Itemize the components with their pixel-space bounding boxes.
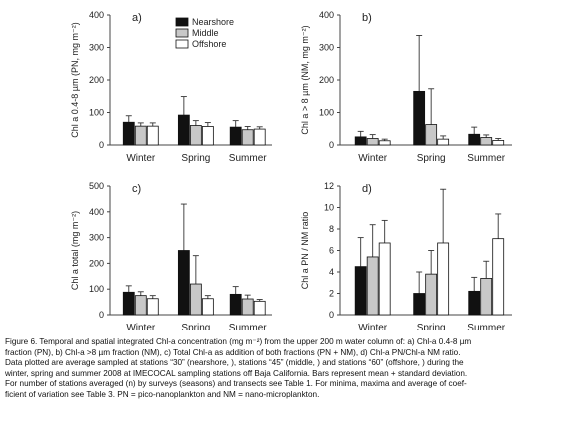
y-tick-label: 500 bbox=[89, 181, 104, 191]
y-tick-label: 2 bbox=[329, 289, 334, 299]
bar-middle bbox=[480, 137, 493, 146]
bar-middle bbox=[425, 124, 438, 146]
y-tick-label: 300 bbox=[89, 43, 104, 53]
legend-label: Offshore bbox=[192, 39, 226, 49]
y-tick-label: 200 bbox=[89, 75, 104, 85]
y-tick-label: 4 bbox=[329, 267, 334, 277]
bar-nearshore bbox=[413, 293, 426, 316]
bar-offshore bbox=[253, 128, 266, 146]
y-axis-label: Chl a > 8 µm (NM, mg m⁻²) bbox=[300, 25, 310, 134]
x-category-label: Winter bbox=[126, 153, 156, 164]
bar-nearshore bbox=[122, 121, 135, 146]
y-tick-label: 300 bbox=[319, 43, 334, 53]
bar-middle bbox=[425, 273, 438, 316]
chart-panel-b: 0 100 200 300 400 Chl a > 8 µm (NM, mg m⁻²) b)… bbox=[300, 10, 512, 164]
caption-line: Figure 6. Temporal and spatial integrate… bbox=[5, 337, 472, 346]
y-axis-label: Chl a total (mg m⁻²) bbox=[70, 211, 80, 290]
y-tick-label: 100 bbox=[89, 284, 104, 294]
bar-nearshore bbox=[229, 293, 242, 316]
panel-label: a) bbox=[132, 12, 142, 24]
legend-swatch bbox=[175, 17, 189, 27]
y-tick-label: 400 bbox=[89, 10, 104, 20]
bar-middle bbox=[189, 283, 202, 316]
chart-panel-a: 0 100 200 300 400 Chl a 0.4-8 µm (PN, mg m⁻²)… bbox=[70, 10, 272, 164]
bar-middle bbox=[366, 256, 379, 316]
caption-line: fraction (PN), b) Chl-a >8 µm fraction (… bbox=[5, 347, 461, 357]
y-axis-label: Chl a 0.4-8 µm (PN, mg m⁻²) bbox=[70, 22, 80, 137]
x-category-label: Summer bbox=[467, 323, 505, 330]
bar-nearshore bbox=[177, 114, 190, 146]
bar-offshore bbox=[437, 242, 450, 316]
caption-line: For number of stations averaged (n) by s… bbox=[5, 379, 467, 388]
x-category-label: Summer bbox=[229, 323, 267, 330]
y-tick-label: 400 bbox=[89, 207, 104, 217]
bar-offshore bbox=[201, 298, 214, 316]
bar-nearshore bbox=[354, 136, 367, 146]
bar-offshore bbox=[437, 138, 450, 146]
legend-label: Middle bbox=[192, 28, 219, 38]
bar-middle bbox=[366, 138, 379, 146]
x-category-label: Spring bbox=[181, 153, 210, 164]
y-tick-label: 0 bbox=[329, 310, 334, 320]
y-tick-label: 100 bbox=[319, 108, 334, 118]
y-tick-label: 0 bbox=[99, 140, 104, 150]
y-tick-label: 0 bbox=[99, 310, 104, 320]
bar-middle bbox=[189, 125, 202, 146]
bar-offshore bbox=[146, 298, 159, 316]
y-tick-label: 300 bbox=[89, 233, 104, 243]
x-category-label: Winter bbox=[126, 323, 156, 330]
bar-offshore bbox=[378, 242, 391, 316]
x-category-label: Spring bbox=[181, 323, 210, 330]
bar-middle bbox=[241, 298, 254, 316]
legend-swatch bbox=[175, 39, 189, 49]
y-tick-label: 200 bbox=[319, 75, 334, 85]
bar-nearshore bbox=[229, 126, 242, 146]
chart-panel-c: 0 100 200 300 400 500 Chl a total (mg m⁻²) c) Wi… bbox=[70, 181, 272, 330]
bar-nearshore bbox=[468, 290, 481, 316]
bar-offshore bbox=[492, 238, 505, 316]
legend-swatch bbox=[175, 28, 189, 38]
caption-line: ficient of variation see Table 3. PN = p… bbox=[5, 389, 320, 399]
bar-offshore bbox=[253, 300, 266, 316]
y-tick-label: 100 bbox=[89, 108, 104, 118]
bar-offshore bbox=[201, 126, 214, 146]
y-tick-label: 200 bbox=[89, 258, 104, 268]
caption-line: Data plotted are average sampled at stat… bbox=[5, 358, 464, 367]
bar-nearshore bbox=[354, 266, 367, 316]
bar-nearshore bbox=[468, 133, 481, 146]
legend-label: Nearshore bbox=[192, 17, 234, 27]
bar-middle bbox=[480, 278, 493, 316]
bar-nearshore bbox=[122, 291, 135, 316]
chart-panel-d: 0 2 4 6 8 10 12 Chl a PN / NM ratio d) Winter Spri… bbox=[300, 181, 512, 330]
y-axis-label: Chl a PN / NM ratio bbox=[300, 212, 310, 290]
bar-nearshore bbox=[413, 90, 426, 146]
x-category-label: Summer bbox=[467, 153, 505, 164]
bar-middle bbox=[241, 129, 254, 146]
x-category-label: Spring bbox=[417, 153, 446, 164]
panel-label: d) bbox=[362, 183, 372, 195]
x-category-label: Spring bbox=[417, 323, 446, 330]
y-tick-label: 6 bbox=[329, 246, 334, 256]
figure-caption: Figure 6. Temporal and spatial integrate… bbox=[5, 337, 557, 400]
y-tick-label: 12 bbox=[324, 181, 334, 191]
x-category-label: Winter bbox=[358, 323, 388, 330]
bar-offshore bbox=[378, 140, 391, 146]
y-tick-label: 8 bbox=[329, 224, 334, 234]
panel-label: b) bbox=[362, 12, 372, 24]
bar-middle bbox=[134, 295, 147, 316]
panel-label: c) bbox=[132, 183, 141, 195]
y-tick-label: 0 bbox=[329, 140, 334, 150]
x-category-label: Winter bbox=[358, 153, 388, 164]
y-tick-label: 400 bbox=[319, 10, 334, 20]
bar-nearshore bbox=[177, 250, 190, 316]
bar-offshore bbox=[492, 140, 505, 146]
bar-offshore bbox=[146, 125, 159, 146]
bar-middle bbox=[134, 125, 147, 146]
x-category-label: Summer bbox=[229, 153, 267, 164]
y-tick-label: 10 bbox=[324, 203, 334, 213]
caption-line: winter, spring and summer 2008 at IMECOC… bbox=[5, 368, 468, 378]
